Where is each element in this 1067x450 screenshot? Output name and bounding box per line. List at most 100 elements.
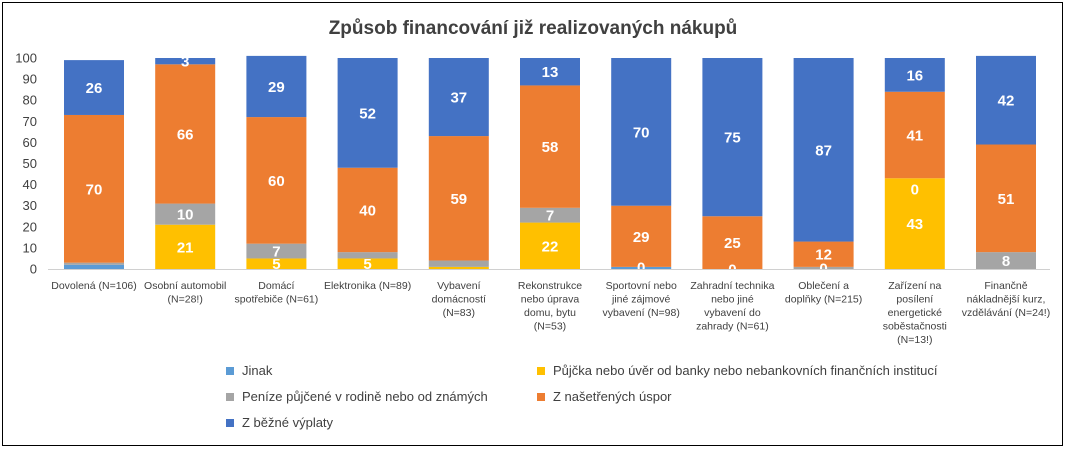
legend-swatch: [537, 367, 545, 375]
x-category-label: Zařízení na posílení energetické soběstačno…: [883, 280, 947, 346]
x-category-label: Vybavení domácností (N=83): [432, 280, 486, 319]
x-category-label-line: vybavení (N=98): [603, 307, 680, 319]
data-label: 60: [268, 173, 285, 190]
data-label: 87: [815, 142, 832, 159]
legend-swatch: [226, 393, 234, 401]
x-category-label: Dovolená (N=106): [51, 280, 137, 292]
x-category-label-line: Zařízení na: [888, 280, 941, 292]
data-label: 10: [177, 207, 194, 224]
legend: Jinak Půjčka nebo úvěr od banky nebo neba…: [226, 363, 938, 430]
bar-segment: [884, 178, 945, 269]
x-category-label: Oblečení a doplňky (N=215): [785, 280, 862, 306]
x-category-label-line: domu, bytu: [524, 307, 576, 319]
data-label: 0: [911, 181, 919, 198]
bar-segment: [611, 58, 672, 206]
bar-segment: [520, 222, 580, 269]
x-category-label-line: Rekonstrukce: [518, 280, 582, 292]
bar-segment: [64, 264, 124, 269]
y-tick-label: 20: [23, 219, 37, 234]
bar-segment: [64, 60, 124, 115]
y-tick-label: 50: [23, 156, 37, 171]
x-category-label-line: (N=83): [443, 307, 475, 319]
bar-segment: [976, 252, 1036, 269]
bar-segment: [337, 258, 398, 269]
x-category-label-line: nebo úprava: [521, 294, 580, 306]
bar-segment: [884, 91, 945, 179]
bar-segment: [64, 114, 124, 263]
bar-segment: [155, 224, 216, 269]
x-category-label-line: jiné zájmové: [611, 294, 671, 306]
bar-segment: [337, 58, 398, 168]
data-label: 7: [272, 244, 280, 261]
x-category-label-line: energetické: [888, 307, 942, 319]
x-category-label-line: nákladnější kurz,: [967, 294, 1046, 306]
bar-segment: [611, 266, 672, 269]
y-tick-label: 0: [30, 262, 37, 277]
data-label: 52: [359, 105, 376, 122]
bar-segment: [520, 207, 580, 223]
bar-segment: [64, 262, 124, 265]
x-category-label-line: doplňky (N=215): [785, 294, 862, 306]
data-label: 13: [542, 64, 559, 81]
y-tick-label: 60: [23, 135, 37, 150]
x-category-label: Zahradní technika nebo jiné vybavení do zah…: [690, 280, 774, 333]
bar-segment: [428, 136, 489, 261]
bar-segment: [155, 203, 216, 225]
bar-segment: [520, 85, 580, 208]
legend-label: Půjčka nebo úvěr od banky nebo nebankovn…: [553, 363, 938, 378]
y-tick-label: 40: [23, 177, 37, 192]
data-label: 26: [86, 80, 103, 97]
data-label: 51: [998, 191, 1015, 208]
data-label: 70: [86, 181, 103, 198]
data-label: 29: [633, 229, 650, 246]
bar-segment: [155, 58, 216, 65]
bar-segment: [976, 55, 1036, 145]
bar-segment: [428, 266, 489, 269]
x-category-label-line: vzdělávání (N=24!): [962, 307, 1050, 319]
x-category-label-line: domácností: [432, 294, 486, 306]
bar-segment: [520, 58, 580, 86]
y-axis: 0 10 20 30 40 50 60 70 80 90 100: [15, 51, 37, 277]
x-category-label: Elektronika (N=89): [324, 280, 411, 292]
legend-label: Peníze půjčené v rodině nebo od známých: [242, 389, 488, 404]
chart-title: Způsob financování již realizovaných nák…: [329, 18, 738, 39]
x-category-label: Osobní automobil (N=28!): [144, 280, 226, 306]
data-label: 70: [633, 124, 650, 141]
x-category-label-line: soběstačnosti: [883, 321, 947, 333]
x-category-label-line: Osobní automobil: [144, 280, 226, 292]
x-category-label-line: zahrady (N=61): [696, 321, 769, 333]
y-tick-label: 80: [23, 93, 37, 108]
bars-group: [64, 55, 1036, 269]
bar-segment: [428, 260, 489, 267]
y-tick-label: 10: [23, 240, 37, 255]
x-category-label: Domácí spotřebiče (N=61): [235, 280, 319, 306]
x-category-label-line: Dovolená (N=106): [51, 280, 137, 292]
data-label: 8: [1002, 253, 1010, 270]
data-label: 66: [177, 126, 194, 143]
legend-label: Z našetřených úspor: [553, 389, 672, 404]
y-tick-label: 30: [23, 198, 37, 213]
x-axis: Dovolená (N=106) Osobní automobil (N=28!) D…: [48, 269, 1050, 346]
bar-segment: [793, 266, 854, 269]
bar-segment: [246, 117, 307, 244]
y-tick-label: 90: [23, 72, 37, 87]
legend-label: Jinak: [242, 363, 273, 378]
x-category-label-line: (N=13!): [897, 334, 932, 346]
data-label: 37: [450, 90, 467, 107]
data-label: 59: [450, 191, 467, 208]
x-category-label: Sportovní nebo jiné zájmové vybavení (N=98…: [603, 280, 680, 319]
x-category-label-line: Oblečení a: [798, 280, 849, 292]
data-label: 40: [359, 202, 376, 219]
data-label: 12: [815, 247, 832, 264]
bar-segment: [884, 58, 945, 92]
legend-swatch: [226, 419, 234, 427]
x-category-label: Finančně nákladnější kurz, vzdělávání (N=2…: [962, 280, 1050, 319]
bar-segment: [702, 58, 763, 217]
data-label: 29: [268, 79, 285, 96]
data-label: 25: [724, 235, 741, 252]
data-label: 42: [998, 93, 1015, 110]
bar-segment: [793, 58, 854, 242]
bar-segment: [246, 243, 307, 259]
x-category-label-line: (N=53): [534, 321, 566, 333]
